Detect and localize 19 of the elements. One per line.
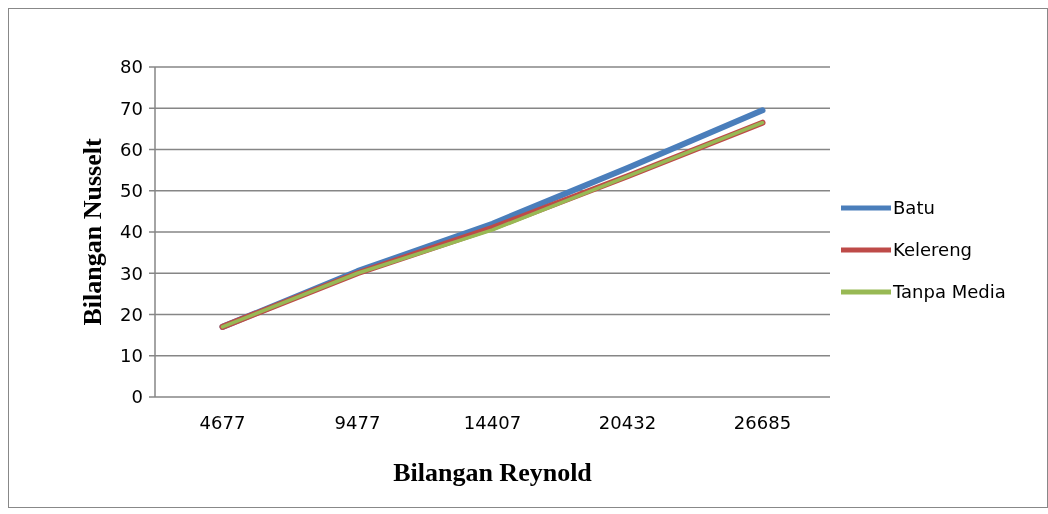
x-tick-label: 20432 xyxy=(598,412,657,433)
x-tick-label: 4677 xyxy=(199,412,246,433)
x-tick-label: 14407 xyxy=(463,412,522,433)
y-tick-label: 80 xyxy=(120,56,143,78)
y-tick-label: 60 xyxy=(120,138,143,160)
y-tick-label: 50 xyxy=(120,180,143,202)
x-tick-label: 26685 xyxy=(733,412,792,433)
x-tick-label: 9477 xyxy=(334,412,381,433)
legend-label: Kelereng xyxy=(893,239,972,261)
legend-label: Batu xyxy=(893,197,935,219)
legend-label: Tanpa Media xyxy=(892,281,1006,303)
x-axis-title: Bilangan Reynold xyxy=(393,458,593,487)
y-tick-label: 30 xyxy=(120,262,143,284)
y-tick-label: 20 xyxy=(120,303,143,325)
y-tick-label: 70 xyxy=(120,97,143,119)
y-tick-label: 40 xyxy=(120,221,143,243)
y-axis-title: Bilangan Nusselt xyxy=(78,138,107,326)
y-tick-label: 10 xyxy=(120,345,143,367)
y-tick-label: 0 xyxy=(131,386,143,408)
